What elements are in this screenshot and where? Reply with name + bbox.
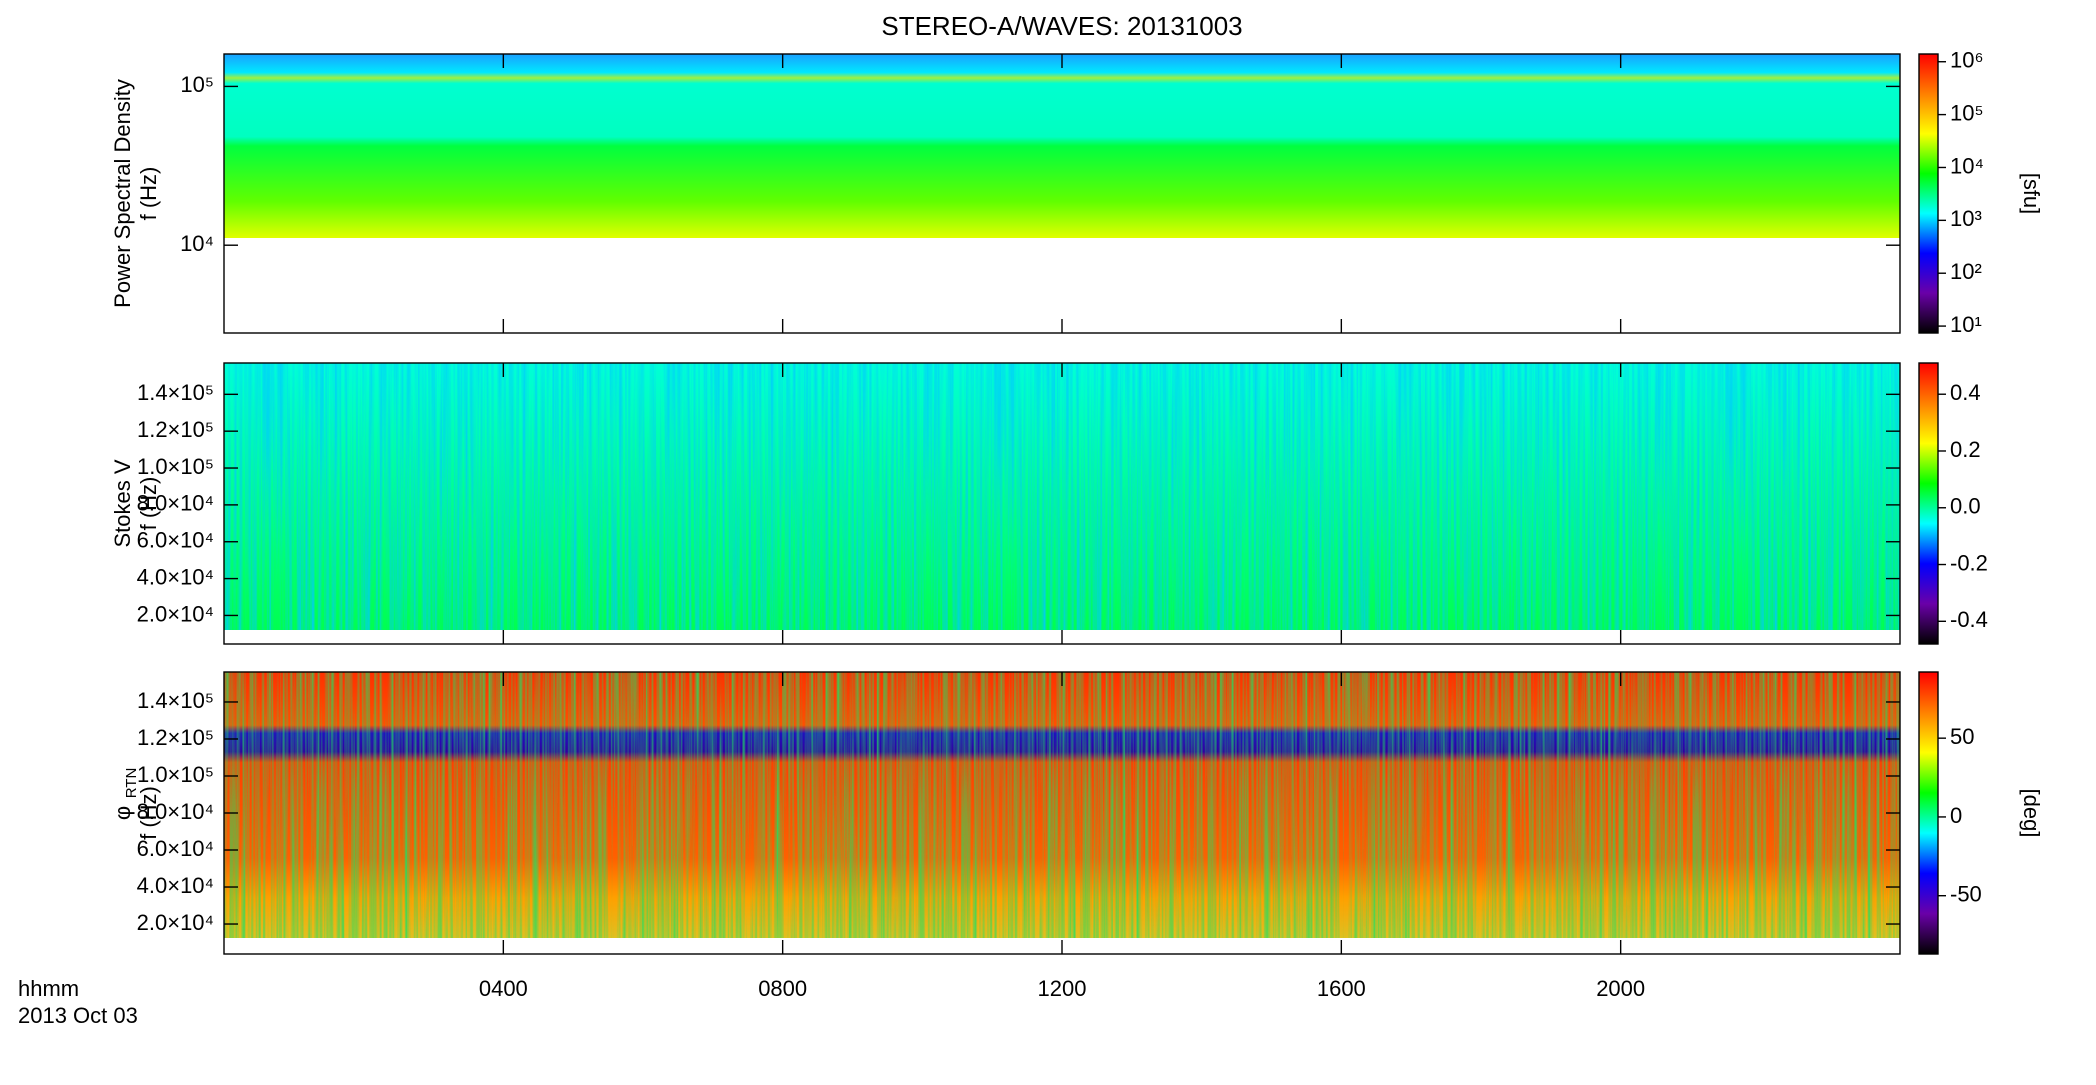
colorbar xyxy=(1918,53,1939,334)
y-tick-label: 10⁵ xyxy=(180,72,214,97)
colorbar-tick-label: 0 xyxy=(1950,803,1962,828)
colorbar-tick-label: -50 xyxy=(1950,882,1982,907)
colorbar-label: [deg] xyxy=(2019,789,2044,838)
colorbar xyxy=(1918,362,1939,645)
x-axis-label: hhmm xyxy=(18,976,79,1001)
x-tick-label: 1200 xyxy=(1038,976,1087,1001)
colorbar-tick-label: -0.2 xyxy=(1950,550,1988,575)
colorbar-tick-label: 10¹ xyxy=(1950,312,1982,337)
y-tick-label: 8.0×10⁴ xyxy=(137,491,214,516)
colorbar-tick-label: 50 xyxy=(1950,724,1974,749)
y-axis-label-subscript: RTN xyxy=(123,768,140,799)
colorbar-tick-label: -0.4 xyxy=(1950,607,1988,632)
y-tick-label: 2.0×10⁴ xyxy=(137,601,214,626)
y-tick-label: 1.0×10⁵ xyxy=(137,762,214,787)
x-tick-label: 2000 xyxy=(1596,976,1645,1001)
x-axis-sublabel: 2013 Oct 03 xyxy=(18,1003,138,1028)
y-tick-label: 1.4×10⁵ xyxy=(137,688,214,713)
y-tick-label: 1.2×10⁵ xyxy=(137,725,214,750)
y-axis-label: f (Hz) xyxy=(136,786,161,840)
x-tick-label: 1600 xyxy=(1317,976,1366,1001)
colorbar xyxy=(1918,671,1939,955)
y-tick-label: 6.0×10⁴ xyxy=(137,528,214,553)
y-tick-label: 8.0×10⁴ xyxy=(137,799,214,824)
y-axis-label: φ xyxy=(110,806,135,820)
spectrogram-texture xyxy=(224,672,1900,938)
y-tick-label: 1.4×10⁵ xyxy=(137,380,214,405)
y-tick-label: 4.0×10⁴ xyxy=(137,873,214,898)
y-tick-label: 1.0×10⁵ xyxy=(137,454,214,479)
y-axis-label: Power Spectral Density xyxy=(110,79,135,308)
spectrogram-image xyxy=(224,54,1900,238)
colorbar-tick-label: 0.4 xyxy=(1950,380,1981,405)
y-tick-label: 4.0×10⁴ xyxy=(137,564,214,589)
x-tick-label: 0800 xyxy=(758,976,807,1001)
colorbar-label: [sfu] xyxy=(2019,173,2044,215)
y-tick-label: 6.0×10⁴ xyxy=(137,836,214,861)
spectrogram-texture xyxy=(224,363,1900,630)
colorbar-tick-label: 10⁶ xyxy=(1950,48,1984,73)
colorbar-tick-label: 10⁵ xyxy=(1950,100,1984,125)
y-axis-label: f (Hz) xyxy=(136,167,161,221)
y-tick-label: 10⁴ xyxy=(180,231,214,256)
colorbar-tick-label: 10⁴ xyxy=(1950,153,1984,178)
colorbar-tick-label: 0.0 xyxy=(1950,494,1981,519)
y-tick-label: 2.0×10⁴ xyxy=(137,910,214,935)
chart-title: STEREO-A/WAVES: 20131003 xyxy=(881,11,1242,41)
colorbar-tick-label: 10³ xyxy=(1950,206,1982,231)
y-tick-label: 1.2×10⁵ xyxy=(137,417,214,442)
colorbar-tick-label: 10² xyxy=(1950,259,1982,284)
y-axis-label: f (Hz) xyxy=(136,477,161,531)
x-tick-label: 0400 xyxy=(479,976,528,1001)
y-axis-label: Stokes V xyxy=(110,459,135,547)
colorbar-tick-label: 0.2 xyxy=(1950,437,1981,462)
